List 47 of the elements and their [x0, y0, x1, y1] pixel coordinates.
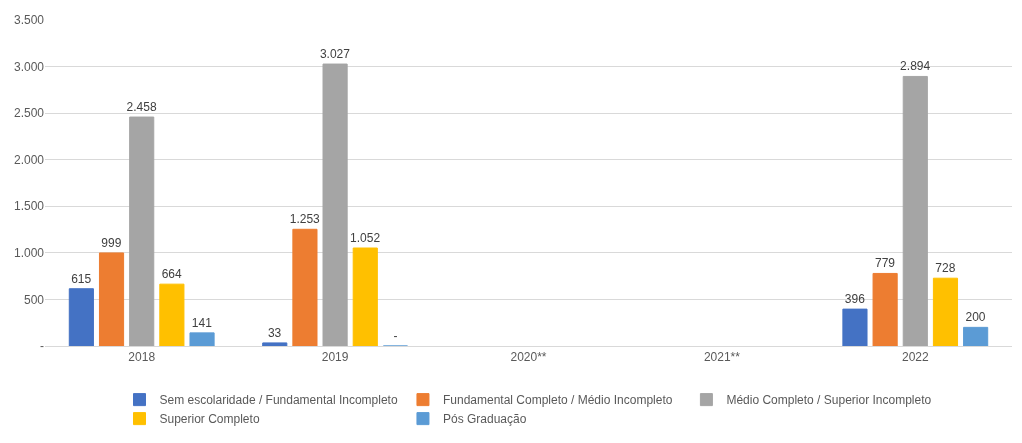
data-label: 615 — [71, 271, 92, 286]
x-tick-label: 2019 — [321, 350, 349, 365]
data-label: 3.027 — [319, 47, 351, 62]
x-tick-label: 2018 — [128, 350, 156, 365]
data-label: 141 — [191, 315, 213, 330]
y-tick-label: 1.000 — [13, 246, 45, 261]
bar — [68, 288, 94, 346]
bar — [352, 247, 378, 346]
bar — [902, 75, 928, 346]
bar — [129, 116, 155, 346]
data-label: 33 — [267, 325, 282, 340]
data-label: 200 — [965, 310, 986, 325]
bar — [872, 272, 898, 346]
data-label: 999 — [101, 235, 122, 250]
legend-label: Médio Completo / Superior Incompleto — [726, 393, 932, 408]
data-label: - — [393, 329, 398, 343]
bar — [98, 252, 125, 346]
x-tick-label: 2022 — [901, 350, 929, 365]
bar — [322, 63, 348, 346]
y-tick-label: - — [40, 339, 44, 354]
bar — [292, 228, 318, 346]
x-tick-label: 2021** — [703, 350, 741, 365]
bar — [842, 308, 868, 346]
y-tick-label: 2.000 — [13, 152, 45, 167]
data-label: 1.253 — [289, 212, 321, 227]
y-tick-label: 3.500 — [13, 13, 45, 28]
bar — [963, 326, 989, 346]
bar — [159, 283, 185, 346]
data-label: 664 — [161, 267, 183, 282]
data-label: 779 — [874, 256, 896, 271]
data-label: 2.458 — [126, 100, 157, 115]
bar — [262, 342, 288, 346]
legend-label: Superior Completo — [159, 412, 260, 427]
legend-label: Pós Graduação — [442, 412, 527, 427]
data-label: 396 — [844, 292, 866, 307]
legend-label: Fundamental Completo / Médio Incompleto — [442, 393, 673, 408]
y-tick-label: 500 — [23, 292, 45, 307]
y-tick-label: 1.500 — [13, 199, 45, 214]
bar — [189, 332, 215, 346]
data-label: 728 — [935, 261, 956, 276]
y-tick-label: 3.000 — [13, 59, 45, 74]
bar — [932, 277, 959, 346]
data-label: 2.894 — [900, 59, 931, 74]
x-tick-label: 2020** — [510, 350, 547, 365]
data-label: 1.052 — [350, 231, 381, 246]
legend-label: Sem escolaridade / Fundamental Incompleto — [159, 393, 398, 408]
y-tick-label: 2.500 — [13, 106, 45, 121]
